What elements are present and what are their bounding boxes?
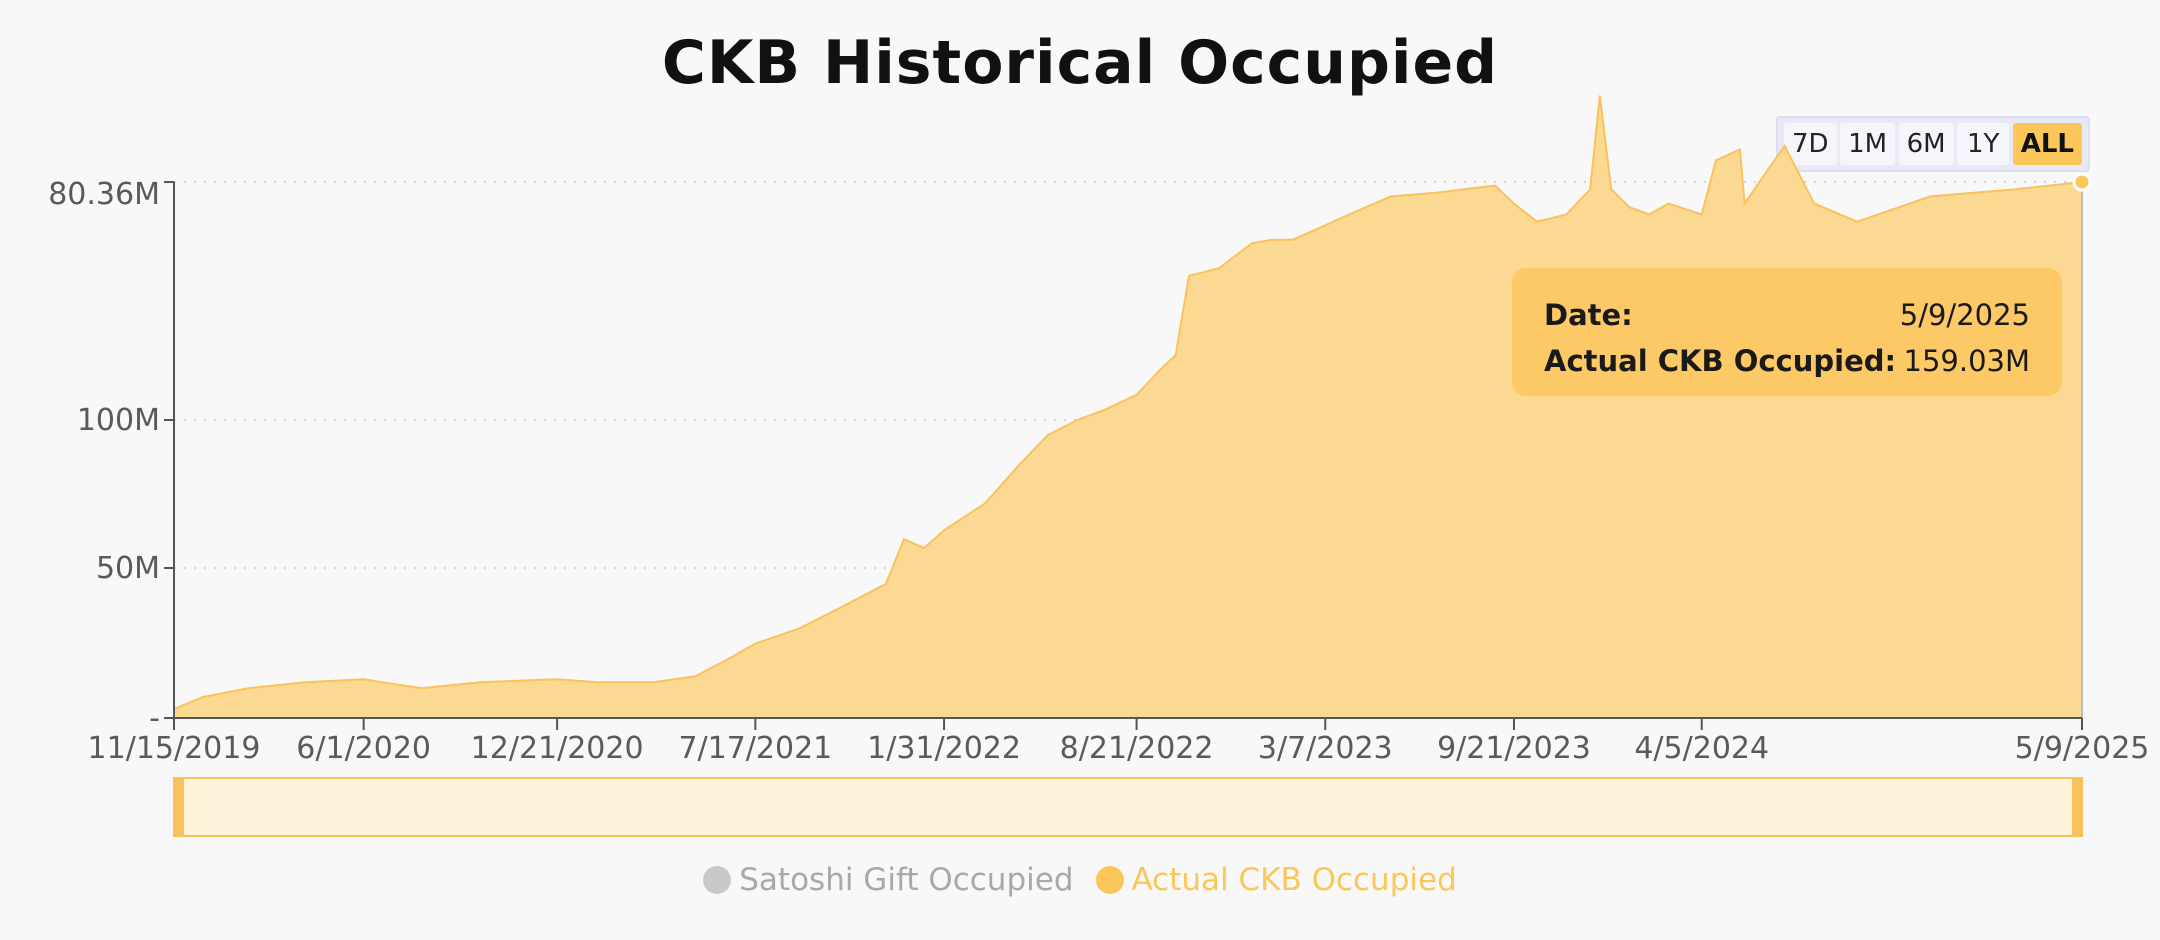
tooltip-series-value: 159.03M: [1903, 344, 2031, 378]
series-area-fill: [174, 95, 2082, 718]
chart-legend: Satoshi Gift Occupied Actual CKB Occupie…: [0, 862, 2160, 898]
x-tick-label: 1/31/2022: [867, 731, 1021, 766]
x-tick-label: 9/21/2023: [1437, 731, 1591, 766]
series-area[interactable]: [173, 95, 2092, 719]
range-button-all[interactable]: ALL: [2012, 123, 2082, 165]
time-range-selector: 7D 1M 6M 1Y ALL: [1776, 116, 2090, 172]
data-point: [2072, 172, 2092, 192]
x-tick-label: 3/7/2023: [1258, 731, 1393, 766]
series-line: [173, 95, 2083, 711]
tooltip-date-label: Date:: [1544, 298, 1633, 332]
legend-item-satoshi-gift[interactable]: Satoshi Gift Occupied: [703, 862, 1074, 898]
y-tick-label: 80.36M: [48, 177, 160, 212]
x-tick-label: 7/17/2021: [678, 731, 832, 766]
tooltip-date-value: 5/9/2025: [1899, 298, 2030, 332]
tooltip-series-label: Actual CKB Occupied:: [1544, 344, 1897, 378]
y-tick-label: -: [149, 701, 160, 736]
legend-dot-icon: [703, 866, 732, 894]
chart-title: CKB Historical Occupied: [661, 28, 1499, 98]
range-button-1y[interactable]: 1Y: [1957, 123, 2010, 165]
slider-handle[interactable]: [2072, 778, 2082, 836]
slider-handle[interactable]: [174, 778, 184, 836]
zoom-slider[interactable]: [173, 777, 2083, 837]
y-tick-label: 100M: [77, 403, 160, 438]
axes: - 50M 100M 80.36M 11/15/2019 6/1/2020 12/21/20…: [48, 177, 2149, 766]
y-tick-label: 50M: [96, 551, 160, 586]
x-tick-label: 11/15/2019: [88, 731, 261, 766]
x-tick-label: 12/21/2020: [471, 731, 644, 766]
legend-label: Actual CKB Occupied: [1131, 862, 1457, 898]
x-tick-label: 6/1/2020: [296, 731, 431, 766]
legend-dot-icon: [1095, 866, 1124, 894]
legend-label: Satoshi Gift Occupied: [739, 862, 1074, 898]
slider-track: [173, 777, 2083, 837]
range-button-1m[interactable]: 1M: [1840, 123, 1896, 165]
x-tick-label: 5/9/2025: [2015, 731, 2150, 766]
x-tick-label: 8/21/2022: [1060, 731, 1214, 766]
legend-item-actual-ckb[interactable]: Actual CKB Occupied: [1095, 862, 1457, 898]
range-button-7d[interactable]: 7D: [1784, 123, 1837, 165]
data-tooltip: Date: 5/9/2025 Actual CKB Occupied: 159.…: [1512, 268, 2062, 396]
range-button-6m[interactable]: 6M: [1898, 123, 1954, 165]
x-tick-label: 4/5/2024: [1634, 731, 1769, 766]
